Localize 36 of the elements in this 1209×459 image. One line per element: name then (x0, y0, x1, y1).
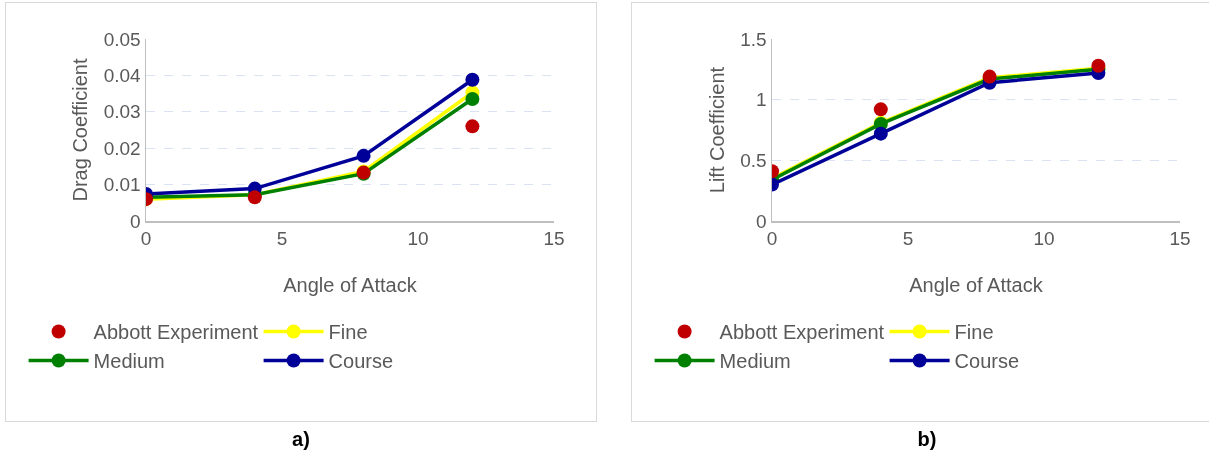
y-tick-label: 0.01 (103, 174, 141, 196)
text: a) (291, 428, 311, 451)
x-tick-label: 10 (1033, 228, 1055, 250)
point (465, 119, 480, 134)
y-tick-label: 0 (756, 210, 767, 232)
point (465, 72, 480, 87)
y-axis-title: Drag Coefficient (69, 58, 92, 202)
point (873, 126, 888, 141)
x-tick-label: 10 (407, 228, 429, 250)
x-tick-label: 15 (543, 228, 565, 250)
y-tick-label: 0 (130, 210, 141, 232)
legend-label: Medium (93, 350, 165, 373)
text: b) (916, 428, 938, 451)
point (465, 92, 480, 107)
legend-label: Fine (328, 321, 368, 344)
y-tick-label: 1.5 (740, 28, 767, 50)
y-tick-label: 0.04 (103, 65, 142, 87)
legend-label: Course (328, 350, 394, 373)
legend-label: Course (954, 350, 1020, 373)
legend-label: Abbott Experiment (719, 321, 885, 344)
legend-label: Abbott Experiment (93, 321, 259, 344)
y-tick-label: 0.5 (740, 149, 767, 171)
x-tick-label: 15 (1169, 228, 1191, 250)
legend-label: Medium (719, 350, 791, 373)
point (873, 102, 888, 117)
y-axis-title: Lift Coefficient (706, 66, 729, 194)
y-tick-label: 0.03 (103, 101, 141, 123)
x-axis-title: Angle of Attack (283, 273, 418, 296)
y-tick-label: 0.05 (103, 28, 141, 50)
y-tick-label: 0.02 (103, 137, 141, 159)
x-axis-title: Angle of Attack (909, 273, 1044, 296)
x-tick-label: 5 (902, 228, 914, 250)
point (356, 148, 371, 163)
x-tick-label: 5 (276, 228, 288, 250)
legend-label: Fine (954, 321, 994, 344)
y-tick-label: 1 (756, 89, 767, 111)
